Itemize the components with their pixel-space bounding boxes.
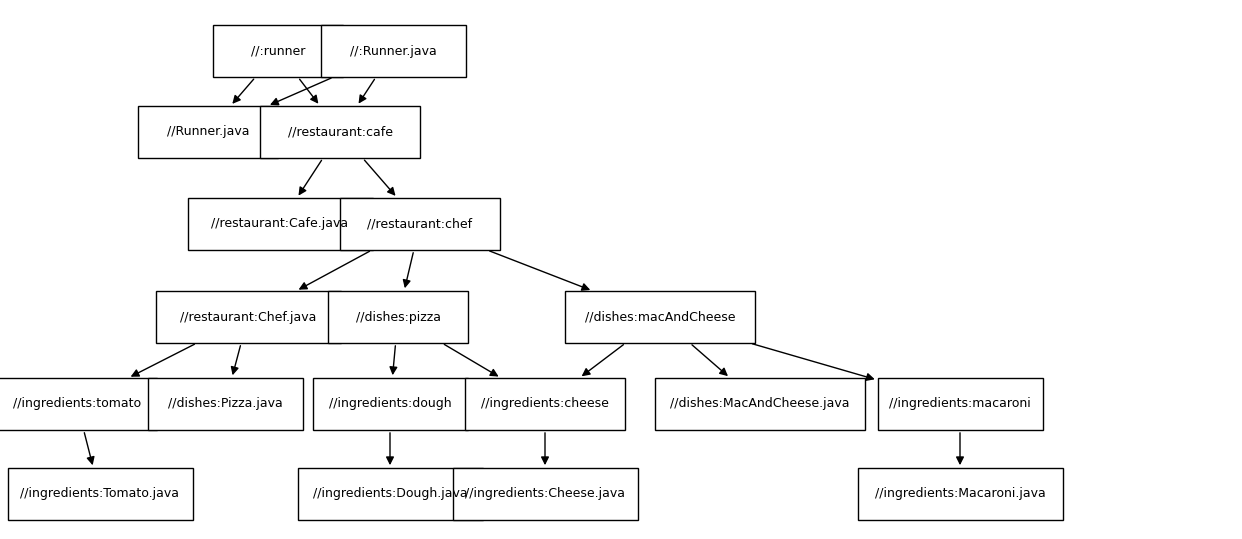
Text: //restaurant:cafe: //restaurant:cafe (287, 126, 392, 139)
FancyBboxPatch shape (260, 106, 420, 158)
FancyBboxPatch shape (320, 25, 466, 77)
FancyBboxPatch shape (313, 378, 467, 430)
FancyBboxPatch shape (212, 25, 343, 77)
Text: //restaurant:Chef.java: //restaurant:Chef.java (180, 310, 317, 323)
Text: //Runner.java: //Runner.java (166, 126, 250, 139)
Text: //restaurant:Cafe.java: //restaurant:Cafe.java (211, 218, 349, 231)
FancyBboxPatch shape (565, 291, 755, 343)
FancyBboxPatch shape (298, 468, 482, 520)
Text: //:Runner.java: //:Runner.java (350, 45, 436, 58)
Text: //ingredients:Tomato.java: //ingredients:Tomato.java (21, 487, 180, 501)
FancyBboxPatch shape (655, 378, 864, 430)
Text: //dishes:MacAndCheese.java: //dishes:MacAndCheese.java (671, 397, 850, 411)
Text: //dishes:macAndCheese: //dishes:macAndCheese (585, 310, 735, 323)
FancyBboxPatch shape (148, 378, 303, 430)
FancyBboxPatch shape (452, 468, 637, 520)
FancyBboxPatch shape (188, 198, 373, 250)
Text: //ingredients:tomato: //ingredients:tomato (12, 397, 142, 411)
Text: //dishes:pizza: //dishes:pizza (355, 310, 441, 323)
FancyBboxPatch shape (0, 378, 156, 430)
Text: //:runner: //:runner (251, 45, 306, 58)
Text: //ingredients:Dough.java: //ingredients:Dough.java (313, 487, 467, 501)
FancyBboxPatch shape (7, 468, 193, 520)
FancyBboxPatch shape (878, 378, 1042, 430)
Text: //restaurant:chef: //restaurant:chef (368, 218, 472, 231)
Text: //dishes:Pizza.java: //dishes:Pizza.java (168, 397, 282, 411)
FancyBboxPatch shape (138, 106, 278, 158)
Text: //ingredients:dough: //ingredients:dough (329, 397, 451, 411)
FancyBboxPatch shape (340, 198, 501, 250)
Text: //ingredients:Cheese.java: //ingredients:Cheese.java (465, 487, 625, 501)
Text: //ingredients:macaroni: //ingredients:macaroni (889, 397, 1031, 411)
Text: //ingredients:cheese: //ingredients:cheese (481, 397, 609, 411)
FancyBboxPatch shape (465, 378, 625, 430)
FancyBboxPatch shape (328, 291, 468, 343)
Text: //ingredients:Macaroni.java: //ingredients:Macaroni.java (874, 487, 1046, 501)
FancyBboxPatch shape (857, 468, 1062, 520)
FancyBboxPatch shape (155, 291, 340, 343)
